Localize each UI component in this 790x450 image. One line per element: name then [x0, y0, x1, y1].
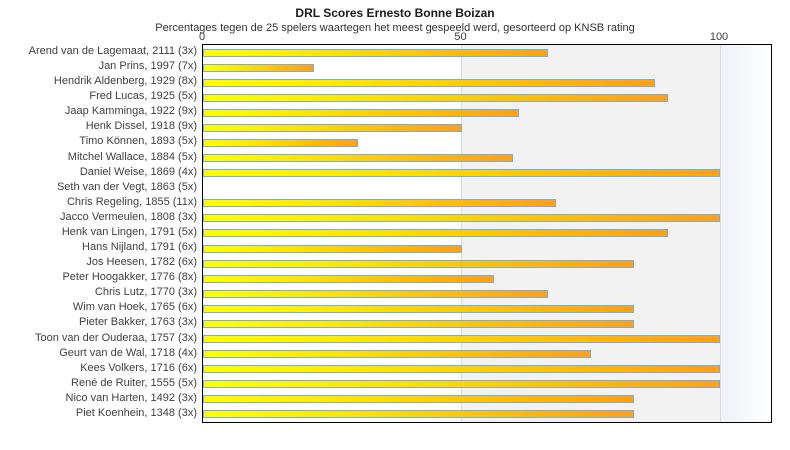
- bar: [203, 380, 720, 389]
- category-label: Wim van Hoek, 1765 (6x): [72, 301, 197, 314]
- chart-subtitle: Percentages tegen de 25 spelers waartege…: [155, 22, 635, 34]
- bar-row: [203, 120, 771, 135]
- category-label: Arend van de Lagemaat, 2111 (3x): [28, 45, 197, 57]
- bar-row: [203, 407, 771, 422]
- bar-row: [203, 286, 771, 301]
- category-label: Geurt van de Wal, 1718 (4x): [59, 346, 197, 359]
- category-label: Hendrik Aldenberg, 1929 (8x): [53, 75, 197, 88]
- bar-row: [203, 135, 771, 150]
- category-label: Chris Regeling, 1855 (11x): [66, 195, 197, 208]
- bar: [203, 395, 634, 404]
- bar-row: [203, 362, 771, 377]
- bar-row: [203, 226, 771, 241]
- y-axis-category-labels: Arend van de Lagemaat, 2111 (3x) Jan Prin…: [0, 44, 197, 421]
- category-label: Toon van der Ouderaa, 1757 (3x): [34, 331, 197, 344]
- bar-row: [203, 75, 771, 90]
- bar: [203, 139, 359, 147]
- bar-row: [203, 45, 771, 60]
- x-axis-tick-0: 0: [198, 31, 206, 43]
- category-label: Timo Können, 1893 (5x): [79, 135, 197, 148]
- category-label: Mitchel Wallace, 1884 (5x): [67, 150, 197, 163]
- bar-row: [203, 301, 771, 316]
- bars-container: [203, 45, 771, 422]
- bar: [203, 319, 634, 328]
- bar-row: [203, 241, 771, 256]
- category-label: Fred Lucas, 1925 (5x): [89, 90, 197, 103]
- bar-row: [203, 377, 771, 392]
- category-label: Kees Volkers, 1716 (6x): [80, 361, 197, 374]
- category-label: Henk van Lingen, 1791 (5x): [61, 225, 197, 238]
- bar-row: [203, 181, 771, 196]
- category-label: Chris Lutz, 1770 (3x): [94, 286, 197, 299]
- bar: [203, 365, 720, 374]
- bar: [203, 169, 720, 178]
- bar: [203, 48, 548, 57]
- category-label: Jos Heesen, 1782 (6x): [86, 256, 197, 269]
- category-label: Jaap Kamminga, 1922 (9x): [64, 105, 197, 118]
- bar: [203, 108, 519, 117]
- category-label: Nico van Harten, 1492 (3x): [65, 391, 197, 404]
- bar: [203, 335, 720, 344]
- bar-row: [203, 271, 771, 286]
- bar: [203, 154, 514, 163]
- bar-row: [203, 166, 771, 181]
- bar-row: [203, 196, 771, 211]
- category-label: Peter Hoogakker, 1776 (8x): [62, 271, 197, 284]
- category-label: Piet Koenhein, 1348 (3x): [75, 406, 197, 419]
- category-label: Henk Dissel, 1918 (9x): [85, 120, 197, 133]
- bar: [203, 229, 669, 238]
- bar: [203, 199, 556, 208]
- bar-row: [203, 316, 771, 331]
- bar-row: [203, 347, 771, 362]
- bar: [203, 214, 720, 223]
- bar-row: [203, 332, 771, 347]
- x-axis-tick-100: 100: [709, 31, 729, 43]
- category-label: Seth van der Vegt, 1863 (5x): [56, 180, 197, 193]
- bar: [203, 123, 462, 132]
- bar-row: [203, 256, 771, 271]
- bar: [203, 63, 314, 72]
- x-axis-tick-50: 50: [454, 31, 467, 43]
- bar-row: [203, 392, 771, 407]
- bar-row: [203, 211, 771, 226]
- bar: [203, 78, 656, 87]
- bar-row: [203, 90, 771, 105]
- bar-row: [203, 151, 771, 166]
- x-axis-tick-labels: 0 50 100: [0, 31, 790, 44]
- category-label: Daniel Weise, 1869 (4x): [79, 165, 197, 178]
- category-label: Jan Prins, 1997 (7x): [98, 60, 197, 73]
- gridline-100: [720, 45, 721, 422]
- chart-title: DRL Scores Ernesto Bonne Boizan: [295, 6, 495, 20]
- bar: [203, 93, 669, 102]
- bar-row: [203, 105, 771, 120]
- bar: [203, 244, 462, 253]
- bar: [203, 274, 495, 283]
- category-label: René de Ruiter, 1555 (5x): [71, 376, 197, 389]
- category-label: Jacco Vermeulen, 1808 (3x): [60, 210, 197, 223]
- bar: [203, 259, 634, 268]
- plot-area: [202, 44, 772, 423]
- category-label: Hans Nijland, 1791 (6x): [82, 241, 197, 254]
- category-label: Pieter Bakker, 1763 (3x): [78, 316, 197, 329]
- bar: [203, 350, 591, 359]
- bar: [203, 410, 634, 419]
- bar-row: [203, 60, 771, 75]
- background-band-over-100: [720, 45, 771, 422]
- bar: [203, 304, 634, 313]
- bar: [203, 289, 548, 298]
